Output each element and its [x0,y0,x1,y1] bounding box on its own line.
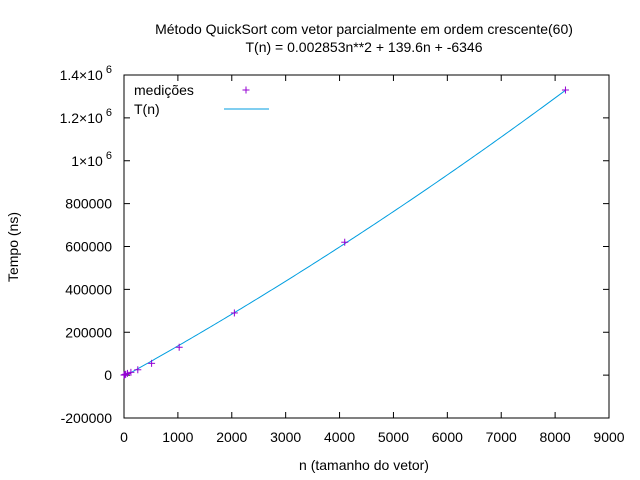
fit-curve-line [123,89,566,377]
y-tick-label-base: 1.2×10 [60,110,103,126]
x-tick-label: 2000 [216,429,247,445]
y-tick-label-exponent: 6 [103,64,112,76]
x-tick-label: 4000 [324,429,355,445]
x-tick-label: 1000 [162,429,193,445]
y-tick-label: 1×10 6 [71,150,112,169]
legend: medições T(n) [134,82,269,117]
x-tick-label: 7000 [486,429,517,445]
x-axis-label: n (tamanho do vetor) [299,457,429,473]
y-axis-label: Tempo (ns) [5,212,21,282]
measurement-point [341,238,349,246]
y-tick-label: 200000 [65,324,112,340]
y-tick-label: 800000 [65,196,112,212]
measurement-point [127,368,135,376]
legend-marker-measurements [242,86,250,94]
y-tick-label-exponent: 6 [103,107,112,119]
y-tick-label-exponent: 6 [103,150,112,162]
y-tick-label-base: 1.4×10 [60,67,103,83]
series-layer [120,86,569,379]
chart-title: Método QuickSort com vetor parcialmente … [155,21,573,37]
measurement-point [561,86,569,94]
x-tick-label: 8000 [540,429,571,445]
legend-label-fit: T(n) [134,101,160,117]
y-tick-label: -200000 [61,410,113,426]
y-tick-label: 0 [104,367,112,383]
y-tick-label: 400000 [65,281,112,297]
plot-area-frame [123,74,610,419]
y-tick-label: 1.2×10 6 [60,107,112,126]
measurement-point [175,343,183,351]
measurement-point [122,370,130,378]
y-tick-label: 600000 [65,239,112,255]
y-tick-label-base: 1×10 [71,153,103,169]
x-tick-label: 5000 [378,429,409,445]
measurement-point [148,359,156,367]
measurement-point [123,369,131,377]
chart-subtitle: T(n) = 0.002853n**2 + 139.6n + -6346 [245,39,482,55]
x-tick-label: 3000 [270,429,301,445]
measurement-point [134,366,142,374]
x-tick-label: 6000 [432,429,463,445]
x-tick-label: 0 [120,429,128,445]
y-tick-label: 1.4×10 6 [60,64,112,83]
x-tick-label: 9000 [593,429,624,445]
x-axis-ticks: 0 1000 2000 3000 4000 5000 6000 7000 8000 9000 [120,75,625,445]
legend-label-measurements: medições [134,82,194,98]
measurement-point [230,309,238,317]
